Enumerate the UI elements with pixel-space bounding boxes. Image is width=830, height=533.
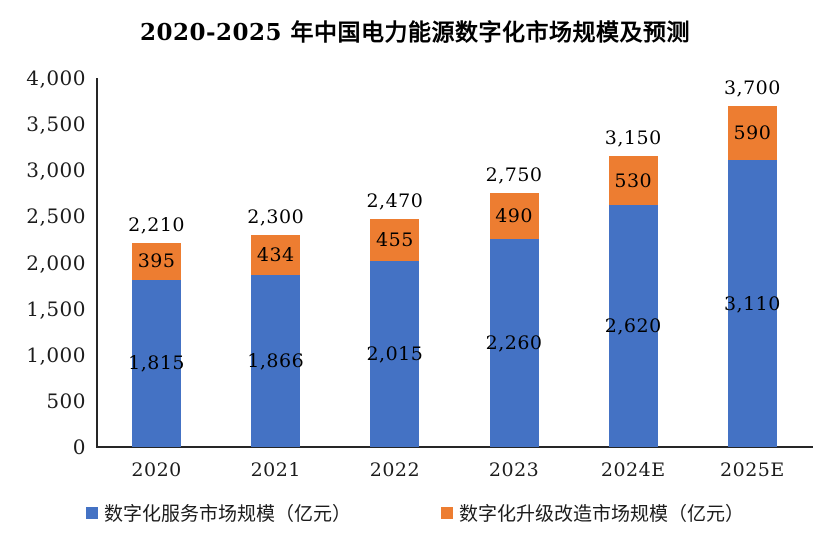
legend-swatch-icon [85,506,98,519]
legend-swatch-icon [441,506,453,519]
y-axis-tick-label: 500 [46,388,86,413]
bar-segment-service: 2,620 [605,205,661,447]
y-axis-tick-label: 1,500 [26,296,86,321]
bar-2022: 2,470 455 2,015 [366,190,423,447]
chart-title: 2020-2025 年中国电力能源数字化市场规模及预测 [139,19,691,46]
bar-segment-service: 2,260 [486,238,542,447]
legend-label: 数字化服务市场规模（亿元） [103,504,351,525]
total-label: 2,470 [366,190,424,213]
total-label: 2,750 [485,164,543,187]
y-axis-tick-label: 3,500 [26,112,86,137]
total-label: 2,210 [128,214,186,237]
total-label: 2,300 [247,205,305,228]
total-label: 3,150 [604,127,662,150]
legend-item-0: 数字化服务市场规模（亿元） [85,499,351,526]
bar-2020: 2,210 395 1,815 [128,214,185,447]
legend-item-1: 数字化升级改造市场规模（亿元） [441,499,744,526]
y-axis-tick-label: 1,000 [26,342,86,367]
bar-segment-upgrade: 490 [489,193,539,239]
total-label: 3,700 [723,76,781,99]
legend: 数字化服务市场规模（亿元） 数字化升级改造市场规模（亿元） [0,499,830,526]
x-axis-tick-label: 2021 [250,459,301,481]
bar-segment-service: 1,815 [128,279,185,447]
bar-segment-upgrade: 590 [727,105,777,161]
bar-segment-service: 3,110 [724,160,780,447]
y-axis-tick-label: 3,000 [26,158,86,183]
bar-segment-upgrade: 434 [251,234,301,275]
bar-2023: 2,750 490 2,260 [486,164,542,447]
bar-segment-upgrade: 395 [132,243,182,280]
x-axis-tick-label: 2024E [600,459,666,481]
y-axis-tick-label: 4,000 [26,66,86,90]
bar-2021: 2,300 434 1,866 [247,206,304,447]
bar-segment-upgrade: 455 [370,219,420,262]
bar-segment-service: 2,015 [366,261,423,447]
y-axis-tick-label: 0 [72,435,86,459]
bar-segment-upgrade: 530 [608,156,658,206]
bar-segment-service: 1,866 [247,274,304,447]
x-axis-line [96,446,813,448]
y-axis-tick-label: 2,000 [26,250,86,275]
legend-label: 数字化升级改造市场规模（亿元） [459,504,745,525]
bar-2024E: 3,150 530 2,620 [605,127,661,447]
x-axis-tick-label: 2022 [369,459,421,481]
x-axis-tick-label: 2020 [131,459,182,481]
y-axis-tick-label: 2,500 [26,204,86,229]
y-axis-line [96,78,98,448]
bar-2025E: 3,700 590 3,110 [724,77,780,447]
x-axis-tick-label: 2023 [488,459,540,481]
x-axis-tick-label: 2025E [720,459,785,481]
